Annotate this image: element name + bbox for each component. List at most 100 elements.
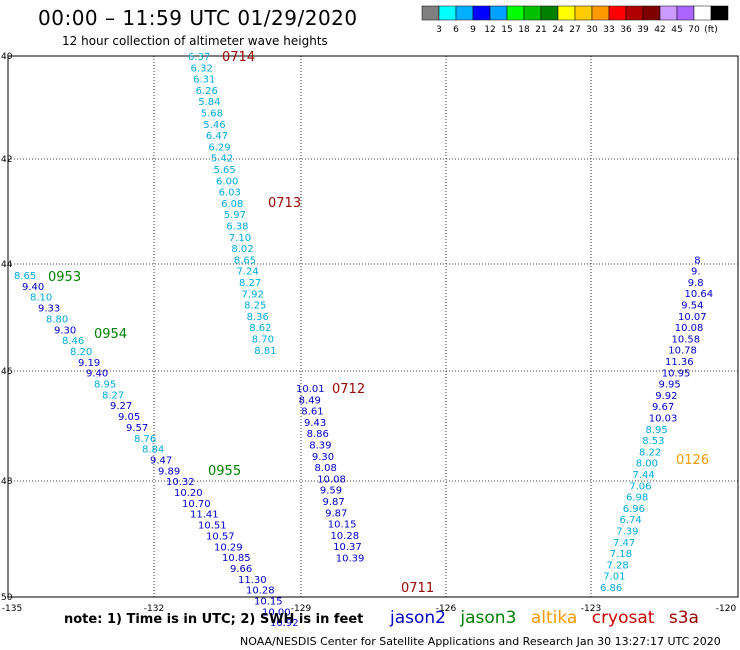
wave-height-value: 8.84 [142,445,164,456]
pass-time-label: 0714 [222,50,255,65]
wave-height-value: 9.92 [655,391,677,402]
wave-height-value: 8.76 [134,434,156,445]
wave-height-value: 8.39 [309,441,331,452]
legend-cryosat: cryosat [591,608,655,628]
wave-height-value: 10.85 [222,553,251,564]
wave-height-value: 7.18 [610,549,632,560]
wave-height-value: 6.37 [188,52,210,63]
pass-time-label: 0953 [48,270,81,285]
wave-height-value: 10.28 [330,531,359,542]
wave-height-value: 6.00 [216,176,238,187]
wave-height-value: 10.08 [317,474,346,485]
wave-height-value: 8.65 [14,271,36,282]
wave-height-value: 8.27 [102,390,124,401]
colorbar-label: 39 [637,25,649,35]
colorbar-label: 9 [470,25,476,35]
lat-tick-label: 42 [1,155,12,165]
wave-height-value: 10.01 [296,384,325,395]
wave-height-value: 9.05 [118,412,140,423]
wave-height-value: 8.49 [299,395,321,406]
wave-height-value: 8.25 [244,301,266,312]
wave-height-value: 9.95 [659,380,681,391]
wave-height-value: 5.42 [211,154,233,165]
wave-height-value: 5.84 [198,97,220,108]
wave-height-value: 6.98 [626,493,648,504]
wave-height-value: 5.46 [203,120,225,131]
wave-height-value: 10.15 [328,520,357,531]
wave-height-value: 9.19 [78,358,100,369]
wave-height-value: 10.15 [254,597,283,608]
wave-height-value: 6.74 [620,515,642,526]
wave-height-value: 9.33 [38,304,60,315]
wave-height-value: 10.64 [685,289,714,300]
wave-height-value: 9.40 [86,369,108,380]
wave-height-value: 7.10 [229,233,251,244]
wave-height-value: 8.53 [642,436,664,447]
colorbar-label: 24 [552,25,564,35]
wave-height-value: 10.32 [166,477,195,488]
colorbar-label: 45 [671,25,682,35]
wave-height-value: 8 [694,255,700,266]
page-title: 00:00 – 11:59 UTC 01/29/2020 [38,6,358,30]
legend-jason2: jason2 [390,608,446,628]
wave-height-value: 6.86 [600,583,622,594]
legend-jason3: jason3 [460,608,517,628]
wave-height-value: 10.00 [262,607,291,618]
colorbar-label: 30 [586,25,598,35]
lon-tick-label: -126 [436,604,457,614]
legend-altika: altika [530,608,578,628]
wave-height-value: 10.57 [206,531,235,542]
pass-time-label: 0713 [268,196,301,211]
wave-height-value: 10.20 [174,488,203,499]
wave-height-value: 8.65 [234,255,256,266]
wave-height-value: 9.30 [312,452,334,463]
wave-height-value: 8.27 [239,278,261,289]
wave-height-value: 8.70 [252,335,274,346]
colorbar-label: 12 [484,25,495,35]
wave-height-value: 6.31 [193,75,215,86]
colorbar-label: (ft) [704,25,718,35]
pass-time-label: 0126 [676,453,709,468]
wave-height-value: 9.40 [22,282,44,293]
wave-height-value: 7.01 [603,572,625,583]
colorbar-label: 3 [436,25,442,35]
wave-height-value: 6.26 [196,86,218,97]
wave-height-value: 10.07 [678,312,707,323]
wave-height-value: 8.08 [315,463,337,474]
wave-height-value: 10.37 [333,542,362,553]
wave-height-value: 5.97 [224,210,246,221]
wave-height-value: 10.78 [668,346,697,357]
wave-height-value: 10.39 [336,554,365,565]
wave-height-value: 8.10 [30,293,52,304]
pass-time-label: 0954 [94,327,127,342]
wave-height-value: 5.68 [201,109,223,120]
wave-height-value: 9.27 [110,401,132,412]
wave-height-value: 9.30 [54,325,76,336]
wave-height-value: 10.70 [182,499,211,510]
lat-tick-label: 40 [1,52,13,62]
pass-time-label: 0712 [332,382,365,397]
colorbar-label: 70 [688,25,700,35]
wave-height-value: 10.95 [662,368,691,379]
colorbar-label: 33 [603,25,614,35]
wave-height-value: 7.92 [242,289,264,300]
wave-height-value: 8.20 [70,347,92,358]
wave-height-value: 7.47 [613,538,635,549]
track-west-mixed: 8.659.408.109.338.809.308.468.209.199.40… [14,271,299,629]
wave-height-value: 9.89 [158,466,180,477]
colorbar-label: 36 [620,25,632,35]
wave-height-value: 8.86 [307,429,329,440]
wave-height-value: 8.00 [636,459,658,470]
lon-tick-label: -135 [2,604,22,614]
note-text: note: 1) Time is in UTC; 2) SWH is in fe… [64,612,364,627]
wave-height-value: 10.28 [246,586,275,597]
colorbar-label: 6 [453,25,459,35]
wave-height-value: 6.29 [208,142,230,153]
lat-tick-label: 44 [1,260,13,270]
wave-height-value: 6.32 [191,63,213,74]
pass-time-label: 0711 [401,581,434,596]
lon-tick-label: -120 [716,604,737,614]
wave-height-value: 8.61 [301,407,323,418]
colorbar-swatch [710,5,729,21]
